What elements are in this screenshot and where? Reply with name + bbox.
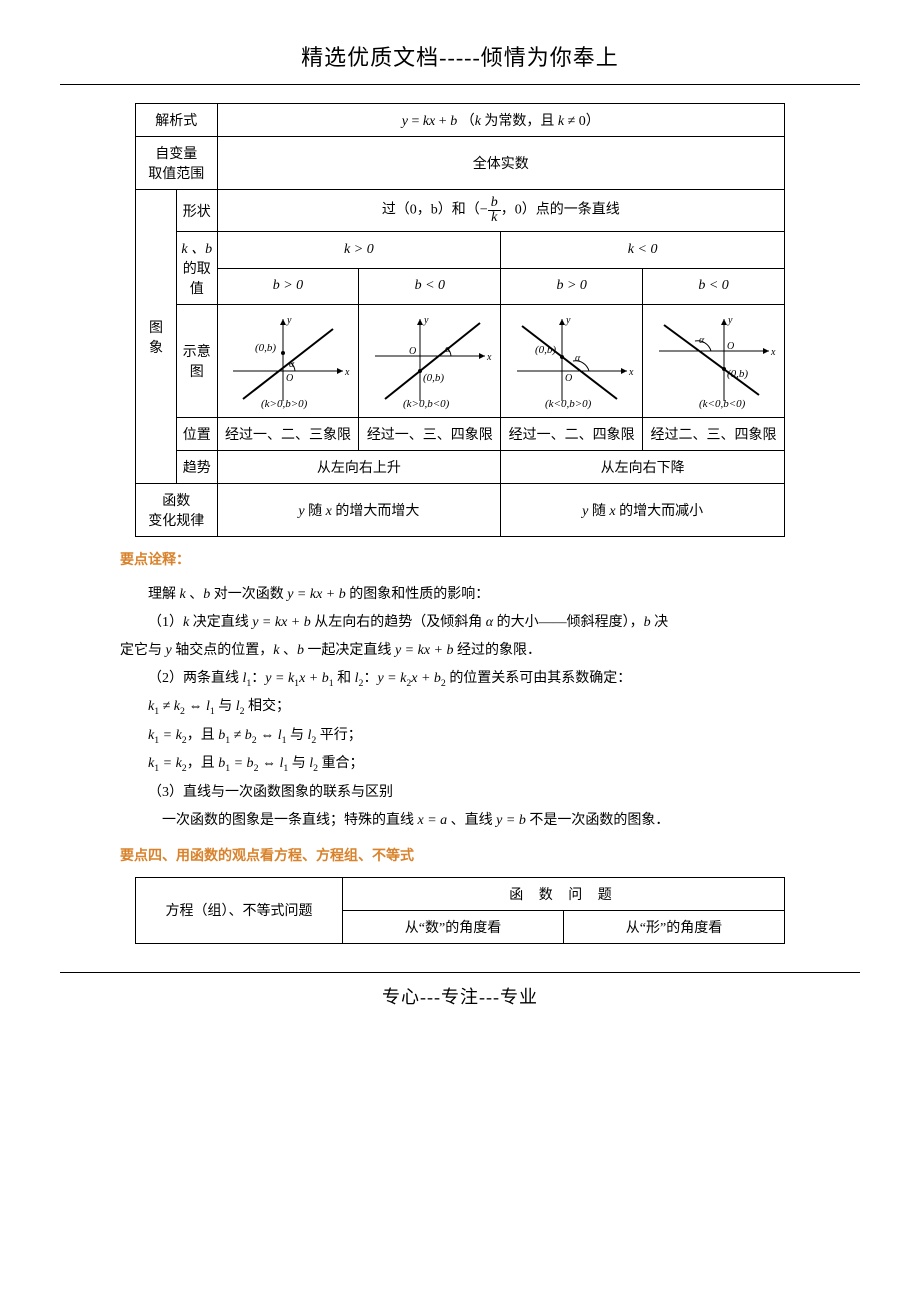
svg-text:(0,b): (0,b)	[255, 342, 276, 354]
shape-label: 形状	[177, 190, 218, 232]
shape-value: 过（0，b）和（−bk，0）点的一条直线	[217, 190, 784, 232]
trend-right: 从左向右下降	[501, 451, 785, 484]
row-expr-value: y = kx + b （k 为常数，且 k ≠ 0）	[217, 104, 784, 137]
pos-2: 经过一、三、四象限	[359, 418, 501, 451]
svg-text:(0,b): (0,b)	[423, 372, 444, 384]
func-label-l1: 函数	[162, 494, 190, 509]
note-p7: （3）直线与一次函数图象的联系与区别	[120, 779, 800, 807]
svg-text:x: x	[770, 347, 776, 358]
kb-label-l1: k 、b	[181, 242, 212, 257]
svg-text:y: y	[423, 315, 429, 326]
svg-text:(0,b): (0,b)	[535, 344, 556, 356]
note-p5: k1 = k2，且 b1 ≠ b2 ⇔ l1 与 l2 平行；	[120, 722, 800, 750]
diagram-4: x y O (0,b) α (k<0,b<0)	[643, 305, 785, 418]
b-lt0-1: b < 0	[359, 268, 501, 305]
note-p6: k1 = k2，且 b1 = b2 ⇔ l1 与 l2 重合；	[120, 750, 800, 778]
shape-value-post: ，0）点的一条直线	[501, 203, 620, 218]
viewpoint-table: 方程（组）、不等式问题 函 数 问 题 从“数”的角度看 从“形”的角度看	[135, 877, 785, 944]
b-lt0-2: b < 0	[643, 268, 785, 305]
svg-text:O: O	[565, 373, 572, 384]
shape-value-pre: 过（0，b）和（	[382, 203, 480, 218]
svg-text:α: α	[289, 359, 295, 370]
svg-text:α: α	[575, 353, 581, 364]
vp-left: 方程（组）、不等式问题	[136, 877, 343, 943]
svg-text:O: O	[286, 373, 293, 384]
row-domain-label: 自变量 取值范围	[136, 137, 218, 190]
row-domain-label-l2: 取值范围	[148, 167, 204, 182]
row-domain-value: 全体实数	[217, 137, 784, 190]
k-gt0: k > 0	[217, 232, 501, 269]
svg-text:O: O	[409, 346, 416, 357]
pos-3: 经过一、二、四象限	[501, 418, 643, 451]
func-left: y 随 x 的增大而增大	[217, 484, 501, 537]
note-p2: （1）k 决定直线 y = kx + b 从左向右的趋势（及倾斜角 α 的大小—…	[120, 609, 800, 637]
row-domain-label-l1: 自变量	[155, 147, 197, 162]
vp-bottom-right: 从“形”的角度看	[564, 910, 785, 943]
note-p1: 理解 k 、b 对一次函数 y = kx + b 的图象和性质的影响：	[120, 581, 800, 609]
svg-text:(k<0,b<0): (k<0,b<0)	[699, 398, 746, 410]
svg-text:y: y	[727, 315, 733, 326]
graph-section-label: 图象	[136, 190, 177, 484]
kb-label: k 、b 的取 值	[177, 232, 218, 305]
svg-text:(k>0,b<0): (k>0,b<0)	[403, 398, 450, 410]
vp-top-right: 函 数 问 题	[343, 877, 785, 910]
svg-text:y: y	[286, 315, 292, 326]
kb-label-l2: 的取	[183, 262, 211, 277]
svg-text:x: x	[628, 367, 634, 378]
trend-label: 趋势	[177, 451, 218, 484]
pos-label: 位置	[177, 418, 218, 451]
heading-four: 要点四、用函数的观点看方程、方程组、不等式	[120, 843, 800, 871]
diagram-2: x y O (0,b) α (k>0,b<0)	[359, 305, 501, 418]
svg-text:(k<0,b>0): (k<0,b>0)	[545, 398, 592, 410]
b-gt0-2: b > 0	[501, 268, 643, 305]
frac-num: b	[488, 196, 501, 211]
pos-4: 经过二、三、四象限	[643, 418, 785, 451]
b-gt0-1: b > 0	[217, 268, 359, 305]
svg-text:O: O	[727, 341, 734, 352]
func-label: 函数 变化规律	[136, 484, 218, 537]
svg-text:x: x	[344, 367, 350, 378]
diagram-1: x y O (0,b) α (k>0,b>0)	[217, 305, 359, 418]
frac-den: k	[488, 211, 501, 225]
svg-text:α: α	[699, 335, 705, 346]
svg-text:(0,b): (0,b)	[727, 368, 748, 380]
svg-text:α: α	[445, 344, 451, 355]
vp-bottom-left: 从“数”的角度看	[343, 910, 564, 943]
sketch-label: 示意 图	[177, 305, 218, 418]
note-p8: 一次函数的图象是一条直线；特殊的直线 x = a 、直线 y = b 不是一次函…	[120, 807, 800, 835]
pos-1: 经过一、二、三象限	[217, 418, 359, 451]
page-header: 精选优质文档-----倾情为你奉上	[60, 40, 860, 85]
svg-text:y: y	[565, 315, 571, 326]
k-lt0: k < 0	[501, 232, 785, 269]
note-p3: （2）两条直线 l1：y = k1x + b1 和 l2：y = k2x + b…	[120, 665, 800, 693]
diagram-3: x y O (0,b) α (k<0,b>0)	[501, 305, 643, 418]
note-p2b: 定它与 y 轴交点的位置，k 、b 一起决定直线 y = kx + b 经过的象…	[120, 637, 800, 665]
heading-notes: 要点诠释：	[120, 547, 800, 575]
sketch-label-l1: 示意	[183, 345, 211, 360]
trend-left: 从左向右上升	[217, 451, 501, 484]
properties-table: 解析式 y = kx + b （k 为常数，且 k ≠ 0） 自变量 取值范围 …	[135, 103, 785, 537]
kb-label-l3: 值	[190, 282, 204, 297]
row-expr-label: 解析式	[136, 104, 218, 137]
func-label-l2: 变化规律	[148, 514, 204, 529]
page-footer: 专心---专注---专业	[60, 972, 860, 1009]
func-right: y 随 x 的增大而减小	[501, 484, 785, 537]
svg-text:x: x	[486, 352, 492, 363]
note-p4: k1 ≠ k2 ⇔ l1 与 l2 相交；	[120, 693, 800, 721]
sketch-label-l2: 图	[190, 365, 204, 380]
svg-text:(k>0,b>0): (k>0,b>0)	[261, 398, 308, 410]
